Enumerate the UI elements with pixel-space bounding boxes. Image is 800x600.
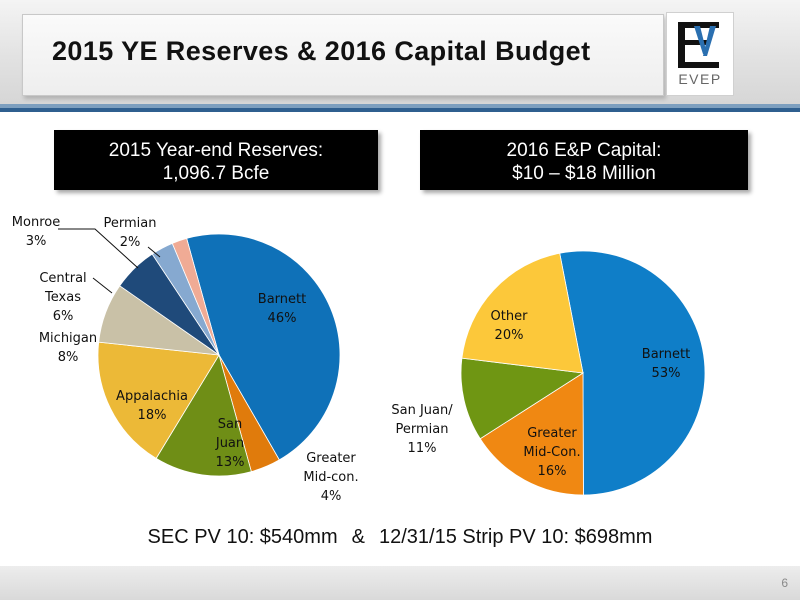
header-stripe-light — [0, 104, 800, 108]
title-panel — [22, 14, 664, 96]
pie-slice-other — [461, 252, 584, 374]
capital-label-box: 2016 E&P Capital: $10 – $18 Million — [420, 130, 748, 190]
pie-slice-greater-mid-con — [479, 372, 584, 496]
slice-label-monroe: Monroe 3% — [12, 215, 60, 249]
reserves-label-box: 2015 Year-end Reserves: 1,096.7 Bcfe — [54, 130, 378, 190]
strip-pv10-text: 12/31/15 Strip PV 10: $698mm — [378, 526, 653, 548]
slice-label-san-juan-permian: San Juan/Permian 11% — [391, 403, 453, 456]
capital-label-line1: 2016 E&P Capital: — [506, 140, 662, 161]
leader-line-monroe — [58, 228, 139, 269]
slice-label-san-juan: San Juan 13% — [215, 417, 245, 470]
capital-label-line2: $10 – $18 Million — [512, 163, 656, 184]
pie-slice-appalachia — [97, 341, 220, 459]
header-stripe-dark — [0, 108, 800, 112]
page-number: 6 — [781, 576, 788, 590]
reserves-label-line1: 2015 Year-end Reserves: — [108, 140, 324, 161]
pie-slice-barnett — [186, 233, 341, 461]
sec-pv10-text: SEC PV 10: $540mm — [147, 526, 338, 548]
leader-line-permian — [147, 246, 161, 258]
company-logo: EVEP — [666, 12, 734, 96]
logo-text: EVEP — [678, 71, 722, 87]
reserves-label-line2: 1,096.7 Bcfe — [162, 163, 270, 184]
slice-label-greater-mid-con: Greater Mid-Con. 16% — [523, 426, 580, 479]
pie-slice-barnett — [559, 250, 706, 496]
slice-label-greater-mid-con: Greater Mid-con. 4% — [303, 451, 358, 504]
pv10-summary: SEC PV 10: $540mm & 12/31/15 Strip PV 10: … — [0, 526, 800, 549]
slice-label-permian: Permian 2% — [104, 216, 157, 250]
slice-label-appalachia: Appalachia 18% — [116, 389, 188, 423]
pie-slice-san-juan-permian — [460, 357, 585, 440]
leader-line-central-texas — [92, 277, 113, 294]
slice-label-barnett: Barnett 53% — [642, 347, 690, 381]
pie-slice-san-juan — [155, 354, 252, 477]
ampersand-text: & — [351, 526, 365, 548]
slice-label-central-texas: Central Texas 6% — [39, 271, 86, 324]
pie-slice-permian — [171, 237, 220, 356]
pie-chart-1: Barnett 46% Greater Mid-con. 4% San Juan 13% App… — [12, 215, 359, 504]
footer-band — [0, 566, 800, 600]
slice-label-other: Other 20% — [491, 309, 529, 343]
slice-label-michigan: Michigan 8% — [39, 331, 97, 365]
page-title: 2015 YE Reserves & 2016 Capital Budget — [52, 36, 591, 66]
logo-mark-icon — [678, 22, 719, 68]
slice-label-barnett: Barnett 46% — [258, 292, 306, 326]
pie-chart-2: Barnett 53% Greater Mid-Con. 16% San Juan/Per… — [391, 250, 706, 496]
